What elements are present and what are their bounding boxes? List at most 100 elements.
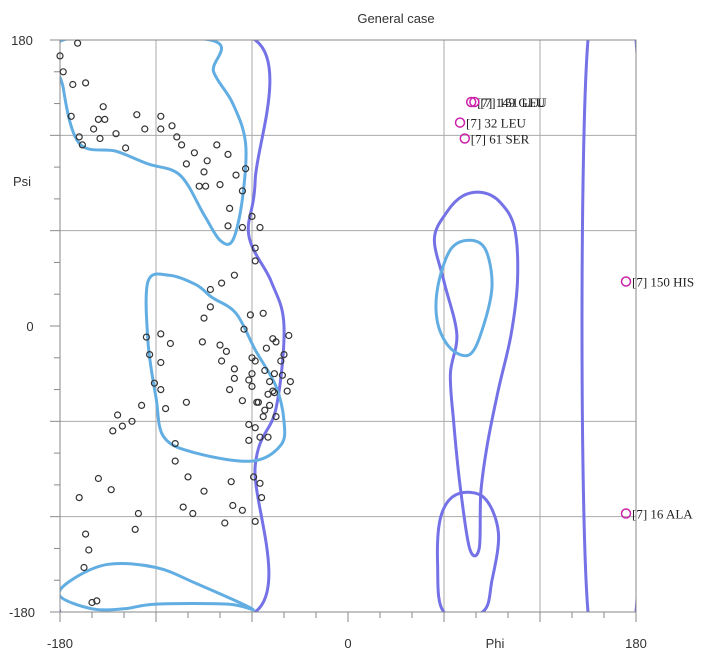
data-point xyxy=(157,112,165,120)
data-point xyxy=(286,378,294,386)
data-point xyxy=(73,39,82,47)
data-point xyxy=(59,68,67,76)
data-point xyxy=(266,378,274,386)
data-point xyxy=(277,357,285,365)
data-point xyxy=(146,351,154,359)
data-point xyxy=(221,519,229,527)
data-point xyxy=(218,357,226,365)
data-point xyxy=(93,597,101,605)
data-point xyxy=(270,370,278,378)
data-point xyxy=(261,366,269,375)
data-point xyxy=(171,457,179,465)
axis-ticks xyxy=(50,39,637,622)
clipped-regions xyxy=(60,40,636,612)
data-point xyxy=(280,351,288,359)
data-point xyxy=(78,141,87,149)
data-point xyxy=(245,376,253,384)
data-point xyxy=(229,501,237,510)
outlier-label: [7] 151 LEU xyxy=(480,95,547,110)
x-tick-label-mid: 0 xyxy=(344,636,351,651)
data-point xyxy=(264,390,272,398)
data-point xyxy=(128,417,136,425)
data-point xyxy=(256,433,264,441)
data-point xyxy=(121,144,130,152)
data-point xyxy=(216,341,224,349)
data-point xyxy=(195,182,203,190)
chart-title: General case xyxy=(357,11,434,26)
data-point xyxy=(96,134,104,143)
data-point xyxy=(75,133,83,141)
data-point xyxy=(245,420,253,429)
data-point xyxy=(141,125,149,133)
data-point xyxy=(283,387,291,395)
data-point xyxy=(184,473,192,481)
data-point xyxy=(101,115,109,124)
outlier-point xyxy=(620,276,632,287)
contour-regions xyxy=(60,40,636,612)
data-point xyxy=(142,333,150,341)
data-point xyxy=(190,149,198,157)
data-point xyxy=(107,486,115,494)
grid xyxy=(60,40,636,612)
data-point xyxy=(216,181,224,189)
outlier-points: [7] 16 ALA [7] 150 HIS [7] 149 GLU[7] 151 … xyxy=(454,95,694,522)
data-point xyxy=(206,285,214,294)
data-point xyxy=(256,223,264,232)
data-point xyxy=(99,103,107,111)
data-point xyxy=(227,478,235,486)
favored-region-2 xyxy=(144,272,287,463)
data-point xyxy=(85,546,93,554)
data-point xyxy=(224,222,232,230)
data-point xyxy=(157,330,165,338)
data-point xyxy=(232,171,240,179)
data-point xyxy=(269,387,277,395)
data-point xyxy=(200,168,208,176)
outlier-point xyxy=(465,96,477,108)
data-point xyxy=(138,401,146,409)
data-point xyxy=(259,309,267,317)
data-point xyxy=(251,424,259,432)
data-point xyxy=(285,331,293,340)
data-point xyxy=(112,130,120,138)
data-point xyxy=(157,358,165,367)
allowed-region-3 xyxy=(435,490,501,612)
data-point xyxy=(248,370,256,378)
data-point xyxy=(178,141,186,149)
data-point xyxy=(259,413,267,421)
outlier-label: [7] 61 SER xyxy=(471,132,530,147)
allowed-region-2 xyxy=(432,190,520,558)
data-point xyxy=(157,386,165,394)
data-point xyxy=(266,401,274,409)
x-axis-label: Phi xyxy=(486,636,505,651)
data-point xyxy=(182,160,190,168)
data-point xyxy=(270,389,278,397)
data-point xyxy=(88,598,96,607)
data-point xyxy=(182,398,190,406)
data-point xyxy=(80,563,88,572)
data-point xyxy=(251,257,259,265)
data-point xyxy=(230,365,238,373)
data-point xyxy=(67,112,75,120)
data-point xyxy=(94,115,103,124)
data-point xyxy=(89,125,98,133)
data-point xyxy=(262,344,270,352)
data-point xyxy=(246,311,254,319)
favored-region-1 xyxy=(60,40,248,246)
y-axis-label: Psi xyxy=(13,174,31,189)
x-tick-label-right: 180 xyxy=(625,636,647,651)
data-point xyxy=(272,413,280,421)
outlier-point xyxy=(459,133,471,144)
data-point xyxy=(179,503,187,511)
data-point xyxy=(251,517,259,526)
data-point xyxy=(189,509,197,518)
data-point xyxy=(171,440,179,448)
outlier-label: [7] 32 LEU xyxy=(466,116,527,131)
data-point xyxy=(162,405,170,413)
data-point xyxy=(258,494,266,502)
data-point xyxy=(226,204,234,212)
data-point xyxy=(166,339,174,348)
data-point xyxy=(118,422,127,430)
outlier-label: [7] 149 GLU xyxy=(477,95,545,110)
data-point xyxy=(213,141,221,149)
